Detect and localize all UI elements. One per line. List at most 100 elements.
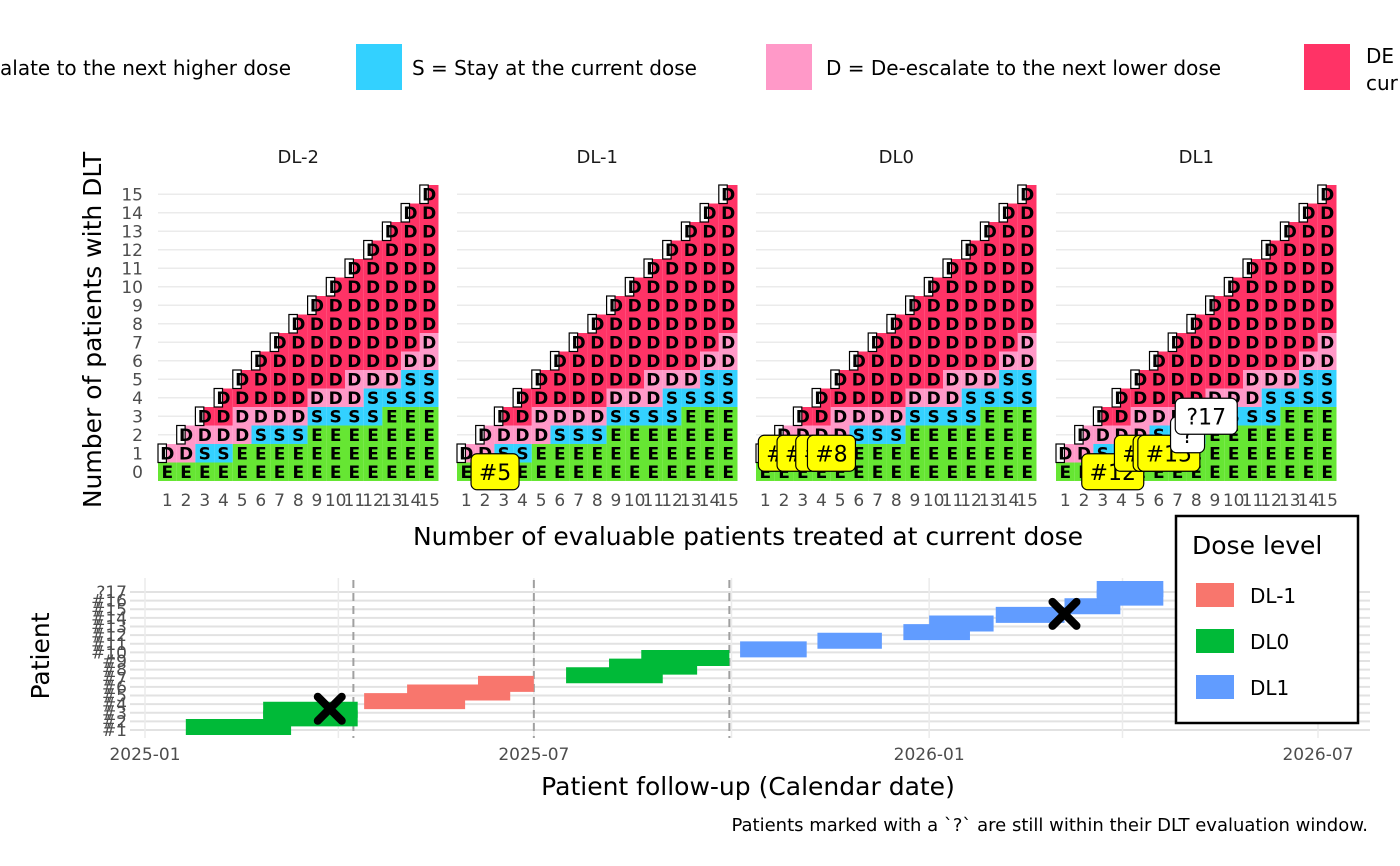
- cell-fill: [345, 425, 364, 444]
- y-tick-label: 9: [132, 296, 143, 316]
- grid-cell: D: [848, 350, 869, 372]
- grid-cell: D: [1017, 203, 1037, 224]
- cell-letter: E: [685, 463, 697, 483]
- patient-label-text: #8: [815, 442, 847, 467]
- cell-fill: [214, 444, 233, 463]
- grid-cell: D: [999, 314, 1018, 335]
- grid-cell: S: [700, 370, 719, 391]
- cell-letter: D: [889, 408, 903, 428]
- cell-fill: [1017, 444, 1037, 463]
- cell-letter: D: [702, 297, 716, 317]
- grid-cell: D: [382, 296, 402, 317]
- grid-cell: D: [999, 259, 1018, 280]
- grid-cell: E: [700, 444, 719, 465]
- cell-letter: D: [702, 352, 716, 372]
- grid-cell: D: [1280, 240, 1300, 261]
- cell-fill: [1093, 425, 1113, 444]
- cell-letter: D: [310, 334, 324, 354]
- cell-letter: D: [385, 315, 399, 335]
- cell-letter: D: [1320, 278, 1334, 298]
- grid-cell: D: [662, 259, 682, 280]
- cell-fill: [345, 296, 364, 315]
- grid-cell: D: [363, 239, 383, 261]
- cell-fill: [587, 444, 607, 463]
- cell-letter: D: [1189, 371, 1203, 391]
- cell-fill: [999, 222, 1018, 241]
- cell-letter: S: [890, 426, 902, 446]
- legend-key-DU: [1304, 44, 1350, 90]
- grid-cell: D: [961, 333, 981, 354]
- cell-letter: D: [852, 371, 866, 391]
- cell-letter: S: [1021, 389, 1033, 409]
- cell-fill: [1130, 407, 1150, 426]
- grid-cell: S: [1017, 370, 1037, 391]
- grid-cell: D: [232, 369, 252, 391]
- cell-fill: [363, 259, 383, 278]
- cell-letter: D: [160, 445, 174, 465]
- cell-letter: E: [1003, 408, 1015, 428]
- cell-fill: [1243, 370, 1262, 389]
- cell-letter: D: [403, 278, 417, 298]
- grid-cell: E: [1317, 462, 1337, 483]
- cell-letter: D: [1020, 297, 1034, 317]
- cell-letter: D: [515, 389, 529, 409]
- grid-cell: D: [700, 296, 719, 317]
- cell-fill: [662, 351, 682, 370]
- cell-fill: [401, 259, 420, 278]
- cell-half: [848, 350, 859, 371]
- cell-letter: D: [366, 260, 380, 280]
- grid-cell: D: [999, 240, 1018, 261]
- grid-cell: D: [363, 277, 383, 298]
- cell-fill: [1205, 444, 1225, 463]
- cell-letter: D: [1245, 297, 1259, 317]
- grid-cell: D: [943, 370, 962, 391]
- cell-fill: [288, 388, 308, 407]
- cell-fill: [251, 425, 271, 444]
- cell-letter: E: [984, 445, 996, 465]
- grid-cell: E: [587, 444, 607, 465]
- cell-half: [605, 295, 616, 316]
- cell-fill: [606, 314, 626, 333]
- grid-cell: S: [550, 425, 570, 446]
- grid-cell: D: [382, 370, 402, 391]
- cell-letter: S: [367, 389, 379, 409]
- grid-cell: D: [644, 351, 663, 372]
- y-tick-label: 14: [121, 204, 143, 224]
- cell-letter: D: [684, 241, 698, 261]
- cell-letter: D: [1320, 297, 1334, 317]
- cell-letter: D: [1133, 389, 1147, 409]
- cell-letter: E: [405, 426, 417, 446]
- cell-half: [568, 332, 579, 353]
- cell-fill: [1017, 240, 1037, 259]
- cell-letter: D: [534, 371, 548, 391]
- grid-cell: D: [1243, 370, 1262, 391]
- cell-letter: D: [1320, 334, 1334, 354]
- patient-bar: [263, 701, 358, 718]
- grid-cell: S: [999, 388, 1018, 409]
- cell-letter: D: [1283, 260, 1297, 280]
- grid-cell: E: [980, 444, 1000, 465]
- grid-cell: S: [419, 388, 439, 409]
- cell-letter: E: [535, 445, 547, 465]
- cell-fill: [513, 407, 532, 426]
- grid-cell: D: [700, 314, 719, 335]
- grid-cell: E: [345, 425, 364, 446]
- cell-fill: [1280, 333, 1300, 352]
- cell-fill: [401, 296, 420, 315]
- timeline-y-tick: #6: [102, 678, 127, 698]
- cell-letter: D: [235, 426, 249, 446]
- cell-letter: D: [1301, 278, 1315, 298]
- cell-letter: E: [423, 463, 435, 483]
- cell-half: [979, 221, 990, 242]
- cell-letter: D: [628, 297, 642, 317]
- cell-half: [1092, 406, 1103, 427]
- grid-cell: E: [307, 462, 327, 483]
- cell-fill: [644, 296, 663, 315]
- cell-fill: [419, 240, 439, 259]
- cell-letter: E: [573, 463, 585, 483]
- cell-letter: D: [1020, 334, 1034, 354]
- x-tick-label: 12: [661, 491, 683, 511]
- cell-fill: [905, 444, 925, 463]
- cell-letter: E: [274, 463, 286, 483]
- grid-cell: S: [326, 407, 345, 428]
